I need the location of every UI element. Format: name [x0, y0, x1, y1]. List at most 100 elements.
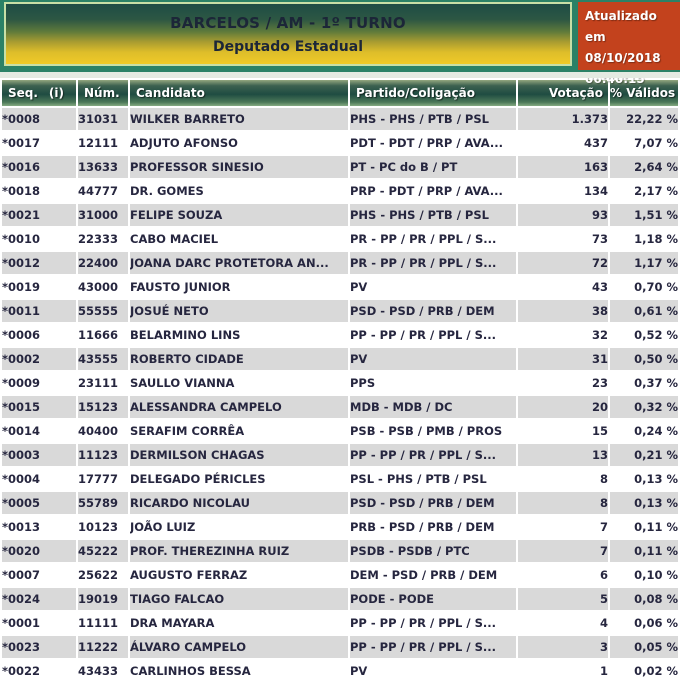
num-cell: 43433 [78, 660, 128, 682]
seq-cell: *0006 [2, 324, 76, 346]
candidate-cell: DR. GOMES [130, 180, 348, 202]
votes-cell: 93 [518, 204, 608, 226]
table-row: *0005 55789 RICARDO NICOLAU PSD - PSD / … [2, 492, 678, 514]
votes-cell: 7 [518, 540, 608, 562]
seq-cell: *0023 [2, 636, 76, 658]
candidate-cell: ADJUTO AFONSO [130, 132, 348, 154]
party-cell: PRB - PSD / PRB / DEM [350, 516, 516, 538]
num-cell: 17777 [78, 468, 128, 490]
candidate-cell: SAULLO VIANNA [130, 372, 348, 394]
votes-cell: 43 [518, 276, 608, 298]
votes-cell: 73 [518, 228, 608, 250]
seq-cell: *0011 [2, 300, 76, 322]
results-table: Seq. (i) Núm. Candidato Partido/Coligaçã… [0, 78, 680, 684]
table-row: *0014 40400 SERAFIM CORRÊA PSB - PSB / P… [2, 420, 678, 442]
num-cell: 22333 [78, 228, 128, 250]
table-row: *0018 44777 DR. GOMES PRP - PDT / PRP / … [2, 180, 678, 202]
results-rows: *0008 31031 WILKER BARRETO PHS - PHS / P… [2, 108, 678, 682]
party-cell: PPS [350, 372, 516, 394]
votes-cell: 72 [518, 252, 608, 274]
valid-pct-cell: 0,32 % [610, 396, 678, 418]
column-header-candidate: Candidato [130, 80, 348, 106]
valid-pct-cell: 2,17 % [610, 180, 678, 202]
num-cell: 19019 [78, 588, 128, 610]
num-cell: 55555 [78, 300, 128, 322]
seq-cell: *0020 [2, 540, 76, 562]
candidate-cell: FELIPE SOUZA [130, 204, 348, 226]
party-cell: PRP - PDT / PRP / AVA... [350, 180, 516, 202]
column-header-party: Partido/Coligação [350, 80, 516, 106]
candidate-cell: FAUSTO JUNIOR [130, 276, 348, 298]
num-cell: 40400 [78, 420, 128, 442]
candidate-cell: JOÃO LUIZ [130, 516, 348, 538]
valid-pct-cell: 0,21 % [610, 444, 678, 466]
party-cell: PHS - PHS / PTB / PSL [350, 108, 516, 130]
votes-cell: 32 [518, 324, 608, 346]
candidate-cell: SERAFIM CORRÊA [130, 420, 348, 442]
num-cell: 55789 [78, 492, 128, 514]
votes-cell: 31 [518, 348, 608, 370]
seq-cell: *0014 [2, 420, 76, 442]
seq-cell: *0002 [2, 348, 76, 370]
candidate-cell: TIAGO FALCAO [130, 588, 348, 610]
valid-pct-cell: 0,13 % [610, 468, 678, 490]
party-cell: PSL - PHS / PTB / PSL [350, 468, 516, 490]
updated-label: Atualizado em [585, 9, 657, 44]
candidate-cell: DELEGADO PÉRICLES [130, 468, 348, 490]
table-row: *0016 13633 PROFESSOR SINESIO PT - PC do… [2, 156, 678, 178]
table-row: *0020 45222 PROF. THEREZINHA RUIZ PSDB -… [2, 540, 678, 562]
seq-cell: *0016 [2, 156, 76, 178]
table-header-row: Seq. (i) Núm. Candidato Partido/Coligaçã… [2, 80, 678, 106]
seq-cell: *0019 [2, 276, 76, 298]
column-header-num: Núm. [78, 80, 128, 106]
seq-cell: *0012 [2, 252, 76, 274]
column-header-votes: Votação [518, 80, 608, 106]
valid-pct-cell: 0,37 % [610, 372, 678, 394]
table-row: *0001 11111 DRA MAYARA PP - PP / PR / PP… [2, 612, 678, 634]
party-cell: PR - PP / PR / PPL / S... [350, 228, 516, 250]
page-title: BARCELOS / AM - 1º TURNO [170, 13, 406, 32]
votes-cell: 38 [518, 300, 608, 322]
seq-info-indicator[interactable]: (i) [48, 86, 64, 100]
num-cell: 43555 [78, 348, 128, 370]
num-cell: 11111 [78, 612, 128, 634]
table-row: *0022 43433 CARLINHOS BESSA PV 1 0,02 % [2, 660, 678, 682]
num-cell: 22400 [78, 252, 128, 274]
candidate-cell: PROFESSOR SINESIO [130, 156, 348, 178]
valid-pct-cell: 1,51 % [610, 204, 678, 226]
seq-cell: *0008 [2, 108, 76, 130]
party-cell: PP - PP / PR / PPL / S... [350, 444, 516, 466]
office-subtitle: Deputado Estadual [212, 38, 364, 55]
num-cell: 11123 [78, 444, 128, 466]
votes-cell: 6 [518, 564, 608, 586]
candidate-cell: BELARMINO LINS [130, 324, 348, 346]
num-cell: 15123 [78, 396, 128, 418]
table-row: *0012 22400 JOANA DARC PROTETORA AN... P… [2, 252, 678, 274]
valid-pct-cell: 7,07 % [610, 132, 678, 154]
valid-pct-cell: 1,18 % [610, 228, 678, 250]
valid-pct-cell: 0,50 % [610, 348, 678, 370]
valid-pct-cell: 0,06 % [610, 612, 678, 634]
top-band: BARCELOS / AM - 1º TURNO Deputado Estadu… [0, 0, 680, 86]
votes-cell: 5 [518, 588, 608, 610]
valid-pct-cell: 0,11 % [610, 516, 678, 538]
table-row: *0002 43555 ROBERTO CIDADE PV 31 0,50 % [2, 348, 678, 370]
table-row: *0010 22333 CABO MACIEL PR - PP / PR / P… [2, 228, 678, 250]
candidate-cell: DERMILSON CHAGAS [130, 444, 348, 466]
party-cell: PP - PP / PR / PPL / S... [350, 636, 516, 658]
seq-label: Seq. [8, 86, 38, 100]
party-cell: MDB - MDB / DC [350, 396, 516, 418]
candidate-cell: WILKER BARRETO [130, 108, 348, 130]
table-row: *0013 10123 JOÃO LUIZ PRB - PSD / PRB / … [2, 516, 678, 538]
num-cell: 13633 [78, 156, 128, 178]
candidate-cell: CABO MACIEL [130, 228, 348, 250]
seq-cell: *0022 [2, 660, 76, 682]
votes-cell: 23 [518, 372, 608, 394]
valid-pct-cell: 22,22 % [610, 108, 678, 130]
num-cell: 44777 [78, 180, 128, 202]
seq-cell: *0015 [2, 396, 76, 418]
table-row: *0011 55555 JOSUÉ NETO PSD - PSD / PRB /… [2, 300, 678, 322]
party-cell: PR - PP / PR / PPL / S... [350, 252, 516, 274]
num-cell: 43000 [78, 276, 128, 298]
party-cell: DEM - PSD / PRB / DEM [350, 564, 516, 586]
